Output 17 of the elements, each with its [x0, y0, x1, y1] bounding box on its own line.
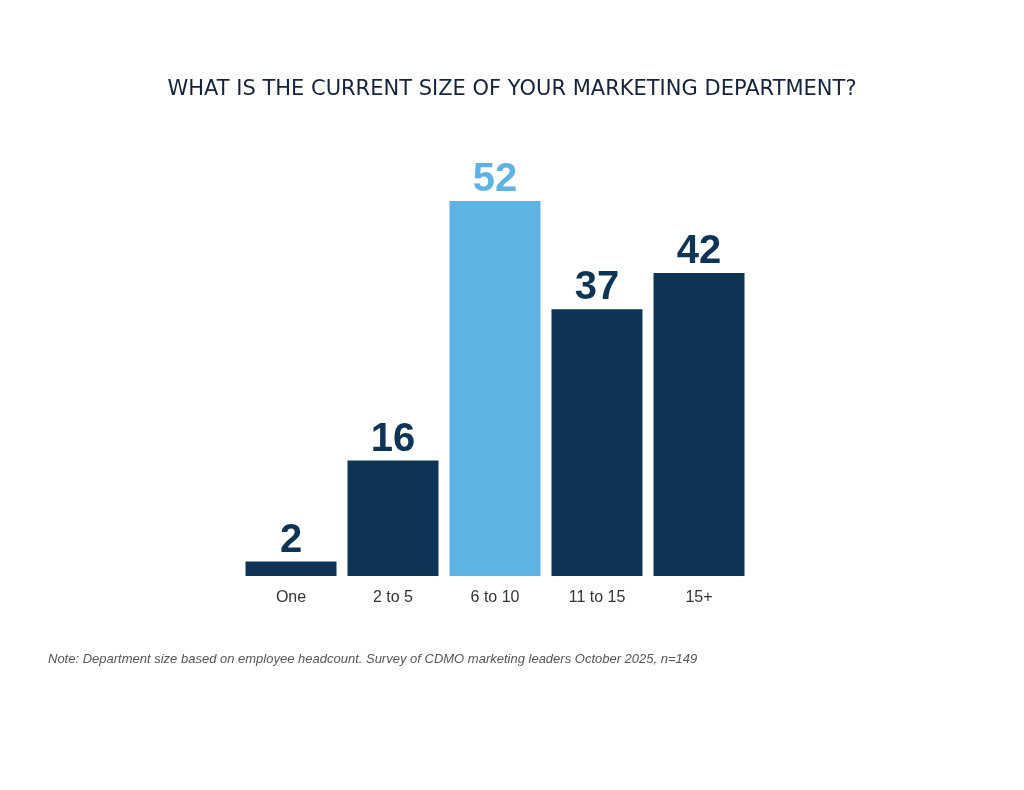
- x-tick-label: 15+: [685, 587, 713, 605]
- data-label: 52: [472, 155, 518, 199]
- data-label: 37: [574, 263, 620, 308]
- bar: [347, 460, 439, 576]
- bar: [449, 201, 541, 576]
- chart-title: WHAT IS THE CURRENT SIZE OF YOUR MARKETING DEPARTMENT?: [167, 75, 857, 100]
- text: Note: Department size based on employee headcount. Survey of CDMO marketing leaders October 2025, n=149: [48, 651, 698, 666]
- data-label: 2: [279, 515, 303, 560]
- bar: [653, 273, 745, 576]
- x-tick-label: 2 to 5: [372, 587, 414, 605]
- x-tick-label: 11 to 15: [568, 587, 626, 605]
- data-label: 16: [370, 414, 416, 459]
- x-tick-label: One: [275, 587, 307, 605]
- x-tick-label: 6 to 10: [470, 587, 520, 605]
- bar: [551, 309, 643, 576]
- bar: [245, 561, 337, 576]
- data-label: 42: [676, 227, 722, 272]
